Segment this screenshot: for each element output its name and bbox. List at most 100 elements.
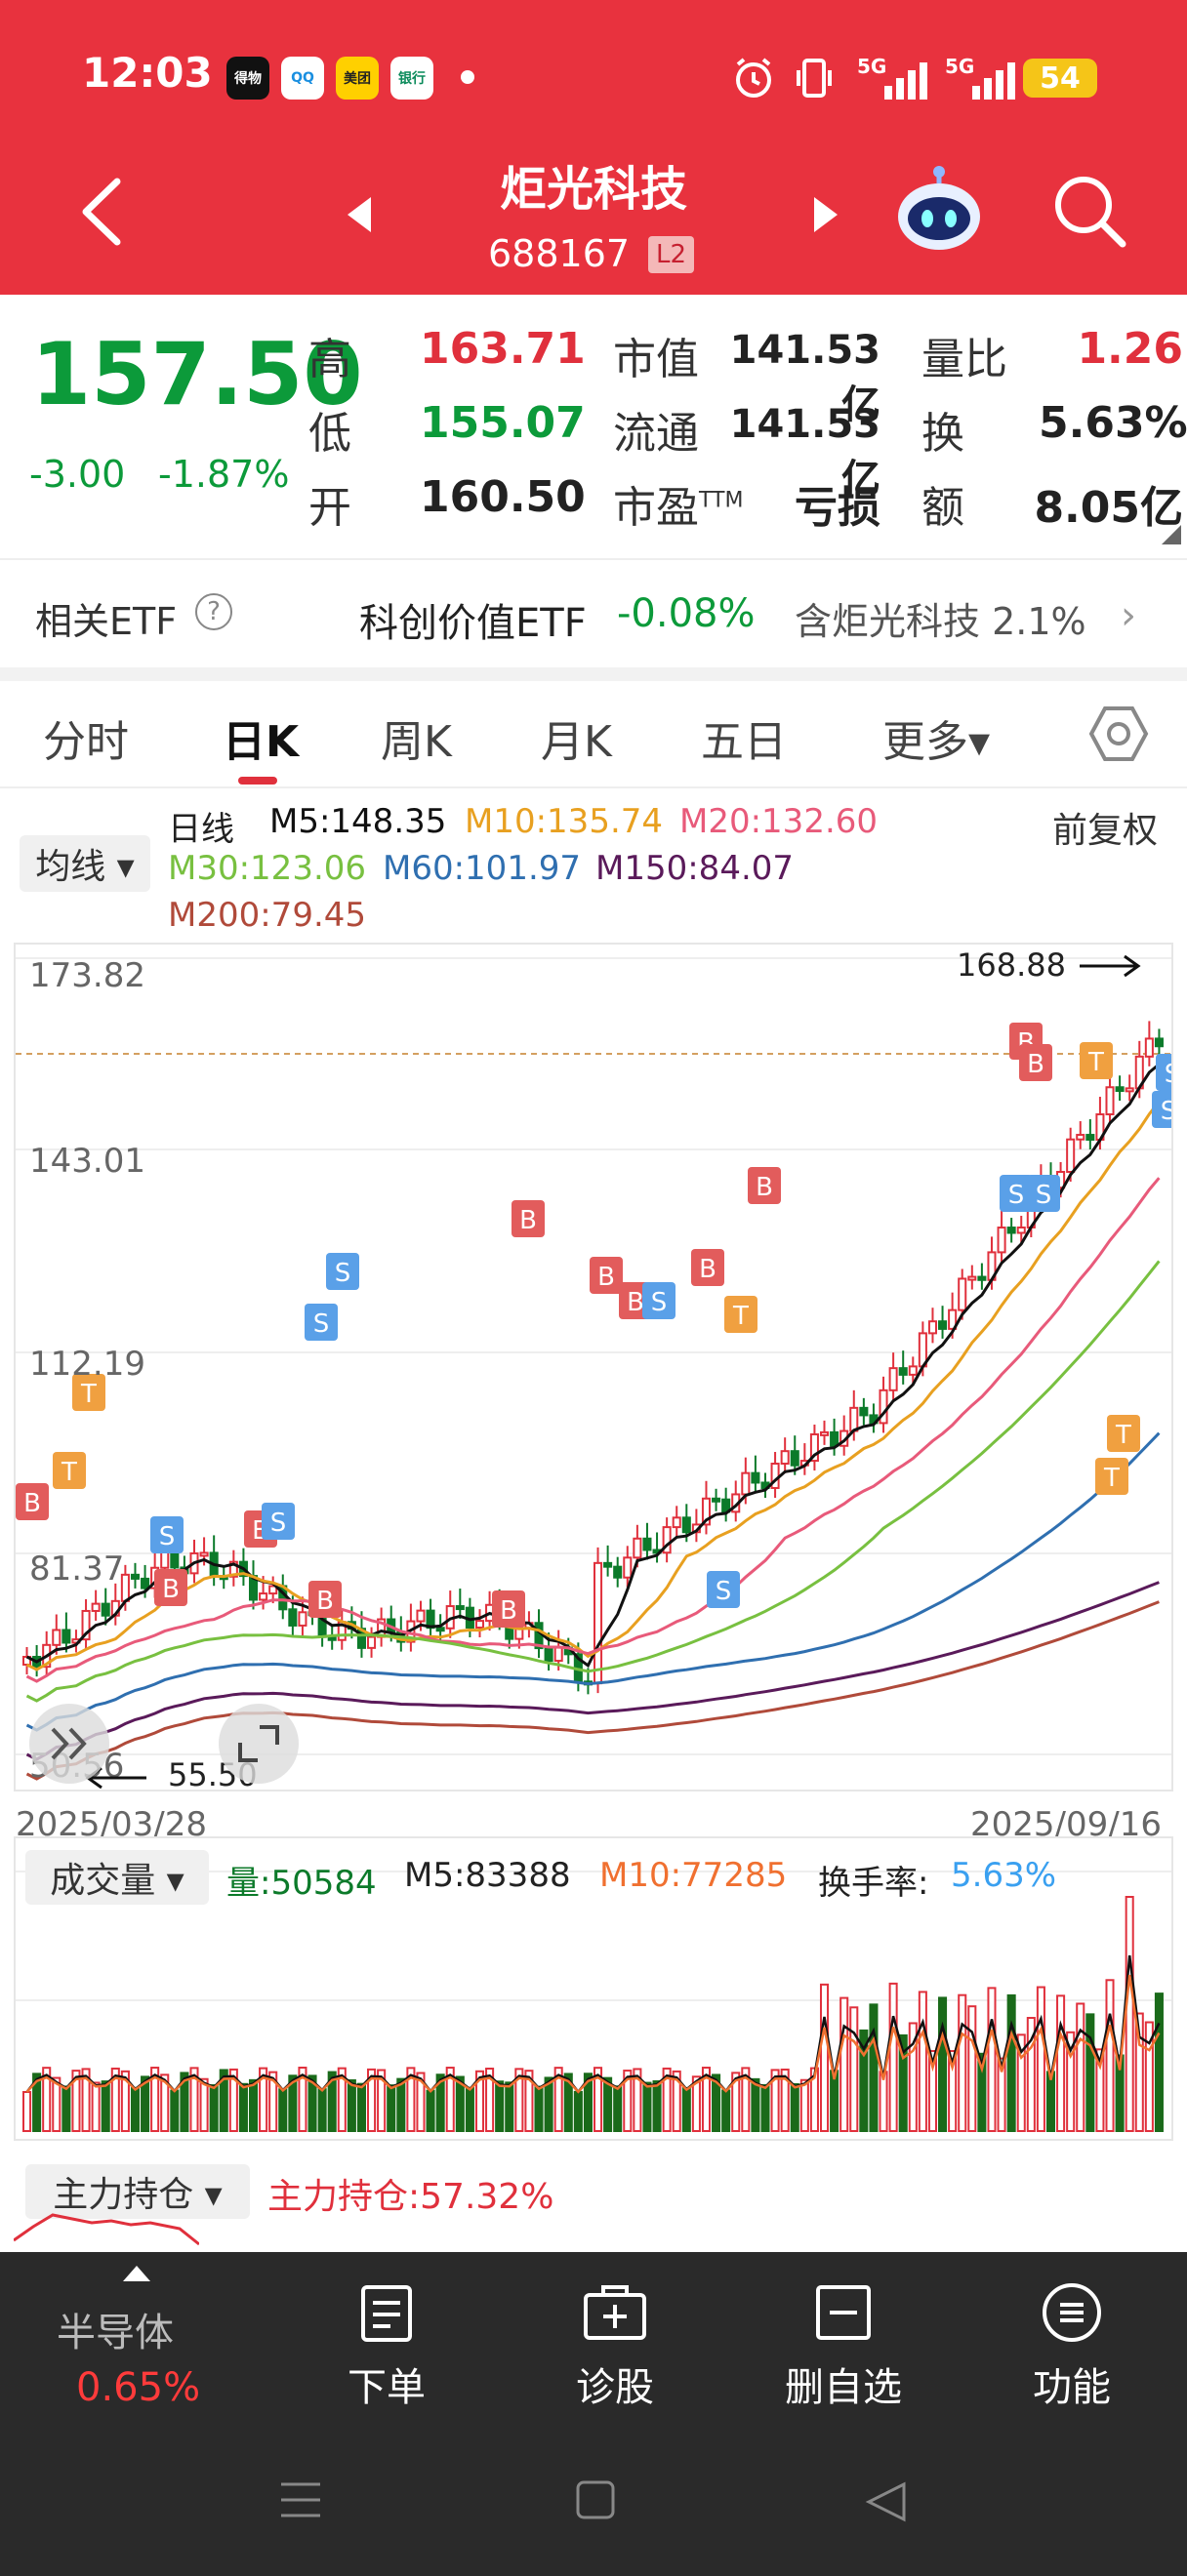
remove-watchlist-label: 删自选 bbox=[785, 2365, 902, 2410]
system-back-icon[interactable] bbox=[865, 2480, 908, 2523]
order-button[interactable]: 下单 bbox=[299, 2281, 474, 2412]
candle bbox=[967, 1275, 977, 1281]
fast-forward-button[interactable] bbox=[29, 1704, 109, 1784]
trade-marker-bg bbox=[1019, 1044, 1052, 1081]
sector-name[interactable]: 半导体 bbox=[57, 2311, 174, 2355]
ma-line-m5 bbox=[25, 1063, 1161, 1669]
main-position-button[interactable]: 主力持仓 ▾ bbox=[25, 2164, 250, 2219]
diagnose-label: 诊股 bbox=[576, 2365, 654, 2410]
trade-marker-text: B bbox=[1027, 1050, 1044, 1079]
trade-marker-text: T bbox=[732, 1302, 749, 1331]
level2-badge[interactable]: L2 bbox=[648, 236, 695, 273]
volume-bar bbox=[1045, 2071, 1056, 2132]
trade-marker-text: T bbox=[1115, 1421, 1131, 1450]
volume-bar bbox=[927, 2049, 937, 2132]
tab-more[interactable]: 更多▾ bbox=[882, 717, 991, 767]
help-icon[interactable]: ? bbox=[195, 593, 232, 630]
candle bbox=[790, 1450, 799, 1467]
next-stock-icon[interactable] bbox=[812, 195, 841, 234]
back-icon[interactable] bbox=[78, 178, 127, 246]
kline-chart-area[interactable]: BTTBSSBSBSBBBBSBSBBTTTSSSSTB bbox=[14, 943, 1187, 1791]
candle bbox=[52, 1629, 61, 1646]
value-pe: 亏损 bbox=[795, 483, 880, 533]
tab-daily-k[interactable]: 日K bbox=[223, 717, 300, 767]
value-open: 160.50 bbox=[420, 472, 586, 522]
volume-bar bbox=[712, 2073, 721, 2132]
trade-marker-text: S bbox=[270, 1509, 287, 1538]
diagnose-button[interactable]: 诊股 bbox=[527, 2281, 703, 2412]
volume-indicator-button[interactable]: 成交量 ▾ bbox=[25, 1850, 209, 1905]
tab-weekly-k[interactable]: 周K bbox=[381, 717, 452, 767]
functions-button[interactable]: 功能 bbox=[984, 2281, 1160, 2412]
trade-marker-text: S bbox=[1036, 1181, 1052, 1210]
label-pe: 市盈TTM bbox=[613, 472, 743, 535]
volume-bar bbox=[455, 2075, 465, 2132]
chevron-right-icon[interactable]: › bbox=[1121, 593, 1136, 638]
chart-settings-icon[interactable] bbox=[1087, 703, 1150, 765]
app-icon-qq: QQ bbox=[281, 57, 324, 100]
prev-stock-icon[interactable] bbox=[344, 195, 373, 234]
ma-selector-button[interactable]: 均线 ▾ bbox=[20, 835, 150, 892]
volume-bar bbox=[347, 2078, 356, 2132]
candle bbox=[435, 1627, 445, 1632]
volume-bar bbox=[445, 2067, 455, 2132]
trade-marker-text: T bbox=[80, 1380, 97, 1409]
volume-bar bbox=[652, 2080, 662, 2133]
volume-bar bbox=[662, 2067, 672, 2132]
remove-watchlist-button[interactable]: 删自选 bbox=[756, 2281, 931, 2412]
candle bbox=[130, 1573, 141, 1580]
candle bbox=[997, 1227, 1006, 1254]
candle bbox=[1016, 1227, 1026, 1234]
trade-marker-bg bbox=[308, 1581, 342, 1618]
ma60-value: M60:101.97 bbox=[383, 849, 582, 888]
volume-bar bbox=[150, 2067, 160, 2133]
trade-marker-bg bbox=[707, 1571, 740, 1608]
etf-weight: 含炬光科技 2.1% bbox=[795, 600, 1086, 643]
trade-marker-text: T bbox=[1103, 1464, 1120, 1493]
home-icon[interactable] bbox=[576, 2480, 615, 2519]
volume-bar bbox=[1095, 2048, 1105, 2133]
y-axis-label-4: 81.37 bbox=[29, 1550, 125, 1589]
volume-bar bbox=[110, 2067, 120, 2132]
recent-apps-icon[interactable] bbox=[279, 2480, 322, 2519]
trade-marker-bg bbox=[1107, 1415, 1140, 1452]
label-high: 高 bbox=[308, 335, 351, 384]
ma-line-m60 bbox=[25, 1431, 1161, 1732]
volume-bar bbox=[32, 2073, 42, 2133]
price-change-pct: -1.87% bbox=[158, 453, 290, 496]
trade-marker-text: B bbox=[627, 1288, 644, 1317]
trade-marker-text: B bbox=[23, 1489, 41, 1518]
label-float-cap: 流通 bbox=[613, 409, 699, 459]
ai-assistant-icon[interactable] bbox=[894, 166, 984, 256]
candle bbox=[474, 1620, 485, 1629]
related-etf-bar[interactable]: 相关ETF ? 科创价值ETF -0.08% 含炬光科技 2.1% › bbox=[0, 558, 1187, 667]
ma10-value: M10:135.74 bbox=[465, 802, 664, 841]
volume-bar bbox=[52, 2076, 61, 2132]
candle bbox=[830, 1430, 839, 1447]
volume-bar bbox=[1036, 1986, 1045, 2132]
volume-bar bbox=[505, 2081, 514, 2132]
volume-chart-area[interactable] bbox=[14, 1836, 1173, 2141]
sector-expand-icon[interactable] bbox=[123, 2266, 150, 2281]
fullscreen-button[interactable] bbox=[219, 1704, 299, 1784]
candle bbox=[416, 1609, 426, 1623]
price-change: -3.00 bbox=[29, 453, 126, 496]
expand-quote-corner[interactable] bbox=[1162, 525, 1181, 544]
volume-bar bbox=[770, 2069, 780, 2133]
volume-bar bbox=[594, 2067, 603, 2132]
volume-bar bbox=[573, 2090, 583, 2132]
etf-name: 科创价值ETF bbox=[359, 601, 587, 646]
candle bbox=[544, 1647, 553, 1663]
volume-bar bbox=[751, 2077, 760, 2133]
volume-bar bbox=[71, 2070, 81, 2132]
tab-intraday[interactable]: 分时 bbox=[43, 717, 129, 767]
volume-bar bbox=[377, 2069, 387, 2133]
volume-bar bbox=[91, 2081, 101, 2132]
tab-five-day[interactable]: 五日 bbox=[701, 717, 787, 767]
adjust-mode[interactable]: 前复权 bbox=[1052, 811, 1159, 851]
volume-bar bbox=[1105, 1979, 1115, 2132]
volume-bar bbox=[898, 2033, 908, 2132]
search-icon[interactable] bbox=[1052, 174, 1126, 248]
tab-monthly-k[interactable]: 月K bbox=[541, 717, 612, 767]
trade-marker-bg bbox=[590, 1257, 623, 1294]
